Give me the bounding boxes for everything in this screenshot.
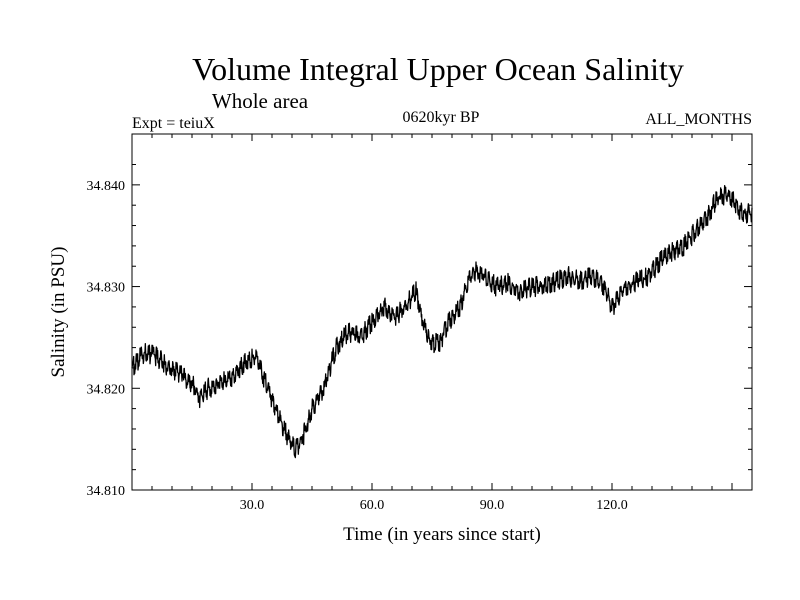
y-axis-title: Salinity (in PSU) — [48, 247, 69, 378]
x-tick-label: 90.0 — [480, 498, 505, 513]
experiment-label: Expt = teiuX — [132, 115, 215, 132]
x-tick-label: 60.0 — [360, 498, 385, 513]
x-tick-label: 30.0 — [240, 498, 265, 513]
y-tick-label: 34.830 — [87, 281, 126, 296]
x-axis: 30.0 60.0 90.0 120.0 — [151, 134, 733, 513]
chart-title: Volume Integral Upper Ocean Salinity — [192, 51, 684, 87]
plot-frame — [131, 133, 753, 491]
months-label: ALL_MONTHS — [645, 111, 752, 128]
salinity-series-line — [131, 185, 753, 459]
x-tick-label: 120.0 — [596, 498, 628, 513]
period-label: 0620kyr BP — [403, 109, 480, 126]
y-axis: 34.810 34.820 34.830 34.840 — [87, 164, 752, 499]
x-axis-title: Time (in years since start) — [343, 524, 541, 545]
y-tick-label: 34.820 — [87, 382, 126, 397]
chart-subtitle: Whole area — [212, 89, 309, 113]
y-tick-label: 34.810 — [87, 484, 126, 499]
y-tick-label: 34.840 — [87, 179, 126, 194]
